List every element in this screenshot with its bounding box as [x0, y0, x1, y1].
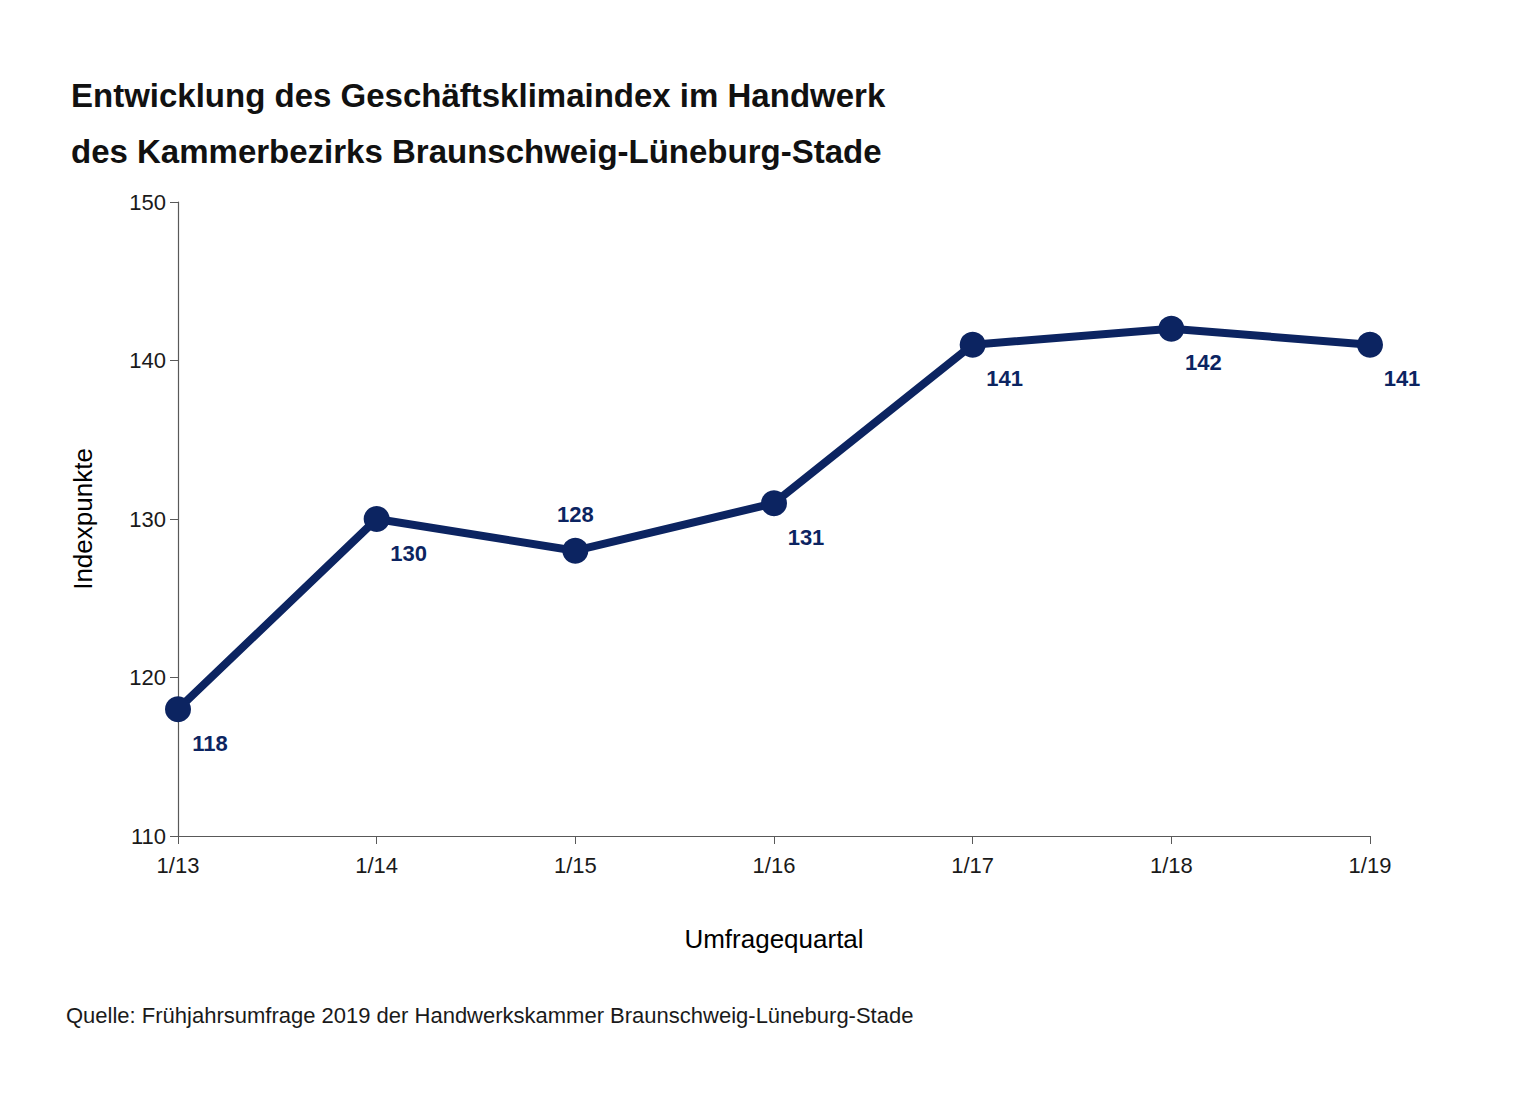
svg-text:141: 141 [1384, 366, 1421, 391]
svg-text:131: 131 [788, 525, 825, 550]
svg-text:Entwicklung des Geschäftsklima: Entwicklung des Geschäftsklimaindex im H… [71, 77, 886, 114]
svg-text:1/18: 1/18 [1150, 853, 1193, 878]
svg-text:120: 120 [129, 665, 166, 690]
svg-text:Umfragequartal: Umfragequartal [684, 924, 863, 954]
svg-text:1/15: 1/15 [554, 853, 597, 878]
svg-text:110: 110 [131, 824, 166, 849]
svg-text:141: 141 [986, 366, 1023, 391]
svg-text:Quelle: Frühjahrsumfrage 2019: Quelle: Frühjahrsumfrage 2019 der Handwe… [66, 1003, 913, 1028]
svg-text:Indexpunkte: Indexpunkte [68, 448, 98, 590]
svg-text:150: 150 [129, 190, 166, 215]
svg-text:118: 118 [192, 731, 228, 756]
svg-text:140: 140 [129, 348, 166, 373]
svg-text:1/19: 1/19 [1349, 853, 1392, 878]
svg-text:1/17: 1/17 [951, 853, 994, 878]
svg-text:1/14: 1/14 [355, 853, 398, 878]
svg-text:142: 142 [1185, 350, 1222, 375]
svg-text:130: 130 [390, 541, 427, 566]
svg-text:1/13: 1/13 [157, 853, 200, 878]
svg-text:128: 128 [557, 502, 594, 527]
svg-text:des Kammerbezirks Braunschweig: des Kammerbezirks Braunschweig-Lüneburg-… [71, 133, 882, 170]
svg-text:130: 130 [129, 507, 166, 532]
svg-text:1/16: 1/16 [753, 853, 796, 878]
